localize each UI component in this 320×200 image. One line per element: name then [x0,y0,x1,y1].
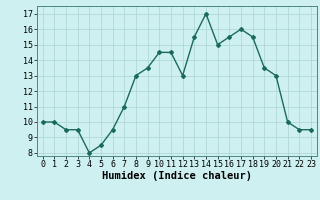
X-axis label: Humidex (Indice chaleur): Humidex (Indice chaleur) [102,171,252,181]
